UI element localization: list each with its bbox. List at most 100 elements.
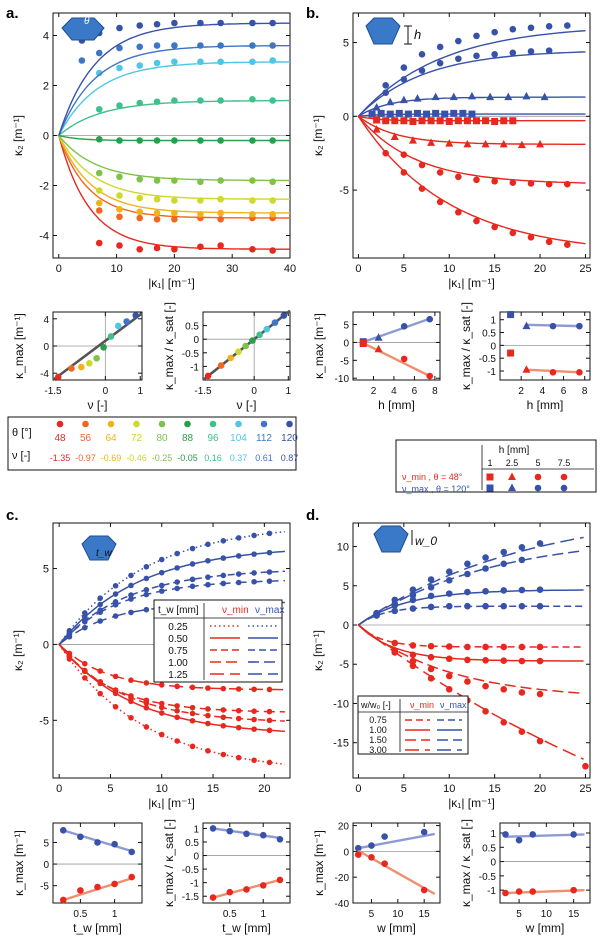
circle-marker [464, 643, 471, 651]
legend-max-header: ν_max [255, 605, 284, 616]
data-point [266, 759, 273, 766]
circle-marker [464, 570, 471, 578]
circle-marker [570, 831, 577, 838]
x-tick-label: 15 [489, 783, 501, 795]
triangle-marker [445, 139, 454, 147]
x-tick-label: 15 [489, 263, 501, 275]
data-point [205, 581, 211, 588]
circle-marker [123, 318, 130, 325]
fit-curve [357, 115, 586, 145]
circle-marker [217, 242, 224, 249]
y-tick-label: 0 [490, 858, 496, 869]
circle-marker [409, 596, 417, 604]
circle-marker [500, 718, 508, 726]
y-tick-label: 20 [338, 822, 350, 833]
data-point [220, 751, 227, 758]
circle-marker [436, 169, 444, 176]
hexagon-cup-icon [81, 535, 117, 561]
plot-frame [352, 822, 441, 904]
x-axis-label: ν [-] [237, 398, 257, 412]
square-marker [377, 109, 385, 117]
circle-marker [515, 888, 523, 895]
data-point [158, 588, 165, 594]
circle-marker [455, 37, 462, 45]
fit-line-red [362, 342, 431, 378]
circle-marker [136, 208, 144, 216]
x-axis-label: |κ₁| [m⁻¹] [448, 796, 495, 810]
circle-marker [276, 835, 284, 843]
data-point [158, 556, 165, 563]
data-point [66, 633, 73, 640]
circle-marker [536, 643, 544, 651]
circle-marker [418, 67, 426, 74]
circle-marker [534, 473, 542, 481]
circle-marker [235, 348, 242, 356]
data-point [112, 687, 119, 693]
data-point [66, 650, 73, 657]
legend-row-max: ν_max , θ = 120° [402, 484, 470, 494]
circle-marker [426, 315, 434, 323]
circle-marker [68, 365, 75, 372]
square-marker [500, 117, 508, 125]
data-point [128, 572, 134, 579]
circle-marker [100, 344, 107, 351]
data-point [235, 754, 242, 761]
circle-marker [515, 836, 523, 844]
y-tick-label: 5 [343, 321, 349, 332]
circle-marker [136, 175, 144, 183]
circle-marker [473, 32, 480, 40]
circle-marker [409, 651, 417, 659]
fit-curve [58, 550, 285, 645]
legend-tw-header: t_w [mm] [158, 605, 199, 616]
legend-marker [209, 420, 217, 428]
circle-marker [171, 197, 178, 204]
y-tick-label: 5 [43, 564, 49, 576]
circle-marker [545, 238, 553, 246]
circle-marker [269, 137, 276, 144]
y-tick-label: 0 [43, 131, 49, 143]
circle-marker [116, 64, 123, 72]
triangle-marker [486, 92, 495, 101]
legend-marker [158, 420, 166, 428]
data-point [220, 555, 227, 561]
circle-marker [116, 192, 123, 199]
circle-marker [116, 44, 123, 52]
circle-marker [482, 554, 489, 561]
legend-theta-value: 64 [105, 433, 117, 444]
data-point [205, 720, 211, 727]
circle-marker [54, 373, 62, 381]
x-tick-label: 8 [582, 386, 588, 397]
triangle-marker [390, 132, 399, 140]
legend-marker [260, 420, 268, 428]
circle-marker [409, 642, 417, 649]
circle-marker [368, 854, 375, 861]
triangle-marker [499, 139, 508, 148]
triangle-marker [374, 344, 383, 353]
x-axis-label: w [mm] [525, 921, 565, 935]
data-point [158, 710, 165, 716]
fit-curve [357, 51, 586, 117]
circle-marker [420, 828, 428, 836]
circle-marker [197, 210, 204, 218]
data-point [97, 609, 103, 616]
circle-marker [381, 860, 388, 867]
circle-marker [391, 649, 399, 656]
y-tick-label: 5 [343, 581, 349, 593]
data-point [174, 585, 180, 592]
data-point [97, 618, 103, 624]
circle-marker [171, 209, 178, 217]
circle-marker [95, 169, 103, 177]
circle-marker [536, 602, 544, 610]
data-point [235, 724, 242, 731]
circle-marker [95, 49, 103, 57]
circle-marker [153, 244, 161, 252]
x-tick-label: 5 [369, 909, 375, 920]
y-tick-label: 5 [43, 838, 49, 849]
circle-marker [445, 590, 453, 597]
circle-marker [382, 89, 389, 96]
data-point [143, 563, 150, 570]
y-tick-label: -5 [39, 715, 49, 727]
x-tick-label: 20 [258, 783, 270, 795]
circle-marker [94, 839, 101, 846]
